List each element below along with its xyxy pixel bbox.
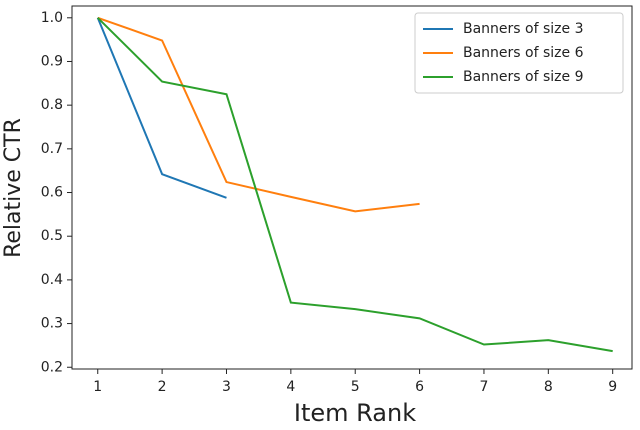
- y-tick-label: 0.2: [41, 359, 63, 375]
- x-tick-label: 9: [608, 379, 617, 395]
- y-axis-label: Relative CTR: [1, 118, 26, 258]
- y-tick-label: 0.3: [41, 316, 63, 332]
- x-tick-label: 4: [286, 379, 295, 395]
- series-line: [97, 17, 613, 353]
- legend-box: [414, 12, 624, 94]
- legend-label: Banners of size 3: [463, 21, 584, 37]
- y-tick-label: 1.0: [41, 10, 63, 26]
- x-tick-label: 8: [544, 379, 553, 395]
- x-tick-label: 7: [479, 379, 488, 395]
- x-tick-label: 5: [351, 379, 360, 395]
- x-axis-label: Item Rank: [294, 399, 416, 427]
- plot-frame: [71, 5, 633, 370]
- legend-label: Banners of size 9: [463, 69, 584, 85]
- y-tick-label: 0.6: [41, 185, 63, 201]
- y-tick-label: 0.7: [41, 141, 63, 157]
- x-tick-label: 6: [415, 379, 424, 395]
- y-tick-label: 0.4: [41, 272, 63, 288]
- legend-label: Banners of size 6: [463, 45, 584, 61]
- y-tick-label: 0.5: [41, 228, 63, 244]
- series-line: [97, 16, 420, 213]
- x-tick-label: 2: [158, 379, 167, 395]
- x-tick-label: 1: [93, 379, 102, 395]
- y-tick-label: 0.8: [41, 97, 63, 113]
- y-tick-label: 0.9: [41, 53, 63, 69]
- series-line: [96, 17, 227, 199]
- x-tick-label: 3: [222, 379, 231, 395]
